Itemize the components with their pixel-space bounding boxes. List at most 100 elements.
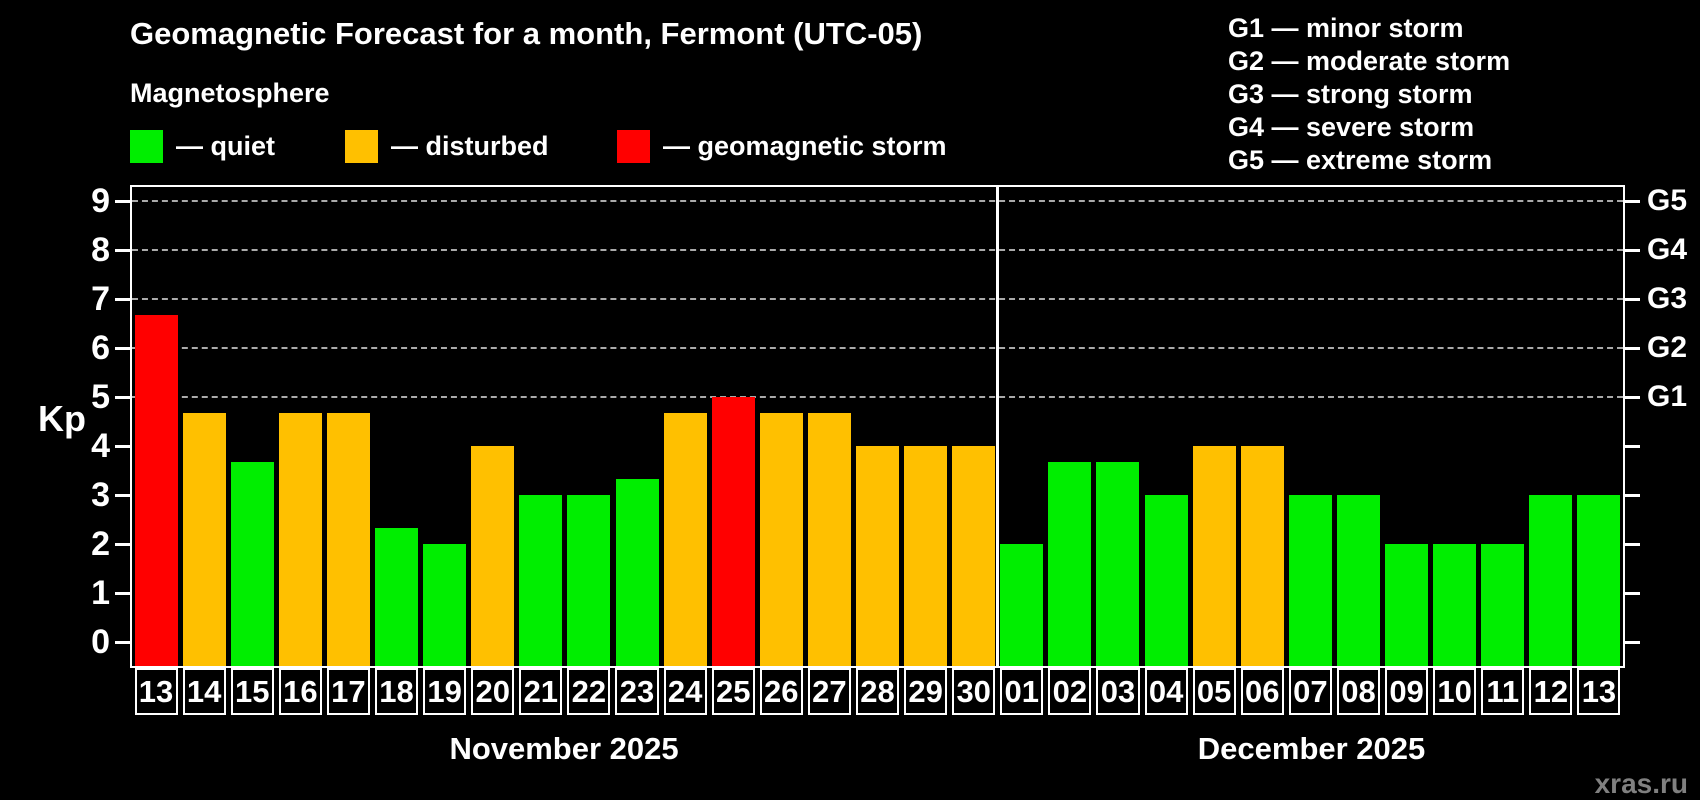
month-label-november: November 2025 bbox=[449, 731, 679, 766]
y-axis-tick-9 bbox=[115, 199, 130, 203]
kp-bar-26 bbox=[759, 413, 803, 666]
kp-bar-13 bbox=[134, 315, 178, 666]
right-axis-tick-3 bbox=[1625, 493, 1640, 497]
gridline-kp8 bbox=[132, 249, 1623, 251]
kp-bar-01 bbox=[1000, 544, 1044, 666]
storm-swatch-icon bbox=[617, 130, 650, 163]
y-axis-tick-3 bbox=[115, 493, 130, 497]
kp-bar-21 bbox=[519, 495, 563, 666]
y-axis-label-3: 3 bbox=[91, 476, 110, 514]
gridline-kp7 bbox=[132, 298, 1623, 300]
right-axis-tick-1 bbox=[1625, 591, 1640, 595]
date-box-dec-10: 10 bbox=[1433, 668, 1477, 715]
y-axis-label-7: 7 bbox=[91, 280, 110, 318]
kp-bar-03 bbox=[1096, 462, 1140, 666]
date-box-nov-17: 17 bbox=[326, 668, 370, 715]
kp-bar-20 bbox=[471, 446, 515, 666]
date-box-dec-05: 05 bbox=[1192, 668, 1236, 715]
month-label-december: December 2025 bbox=[1197, 731, 1426, 766]
y-axis-tick-8 bbox=[115, 248, 130, 252]
date-box-dec-04: 04 bbox=[1144, 668, 1188, 715]
gridline-kp6 bbox=[132, 347, 1623, 349]
gridline-kp9 bbox=[132, 200, 1623, 202]
kp-bar-15 bbox=[230, 462, 274, 666]
date-box-dec-02: 02 bbox=[1048, 668, 1092, 715]
gridline-kp5 bbox=[132, 396, 1623, 398]
right-axis-label-g1: G1 bbox=[1647, 380, 1688, 413]
date-box-dec-12: 12 bbox=[1529, 668, 1573, 715]
watermark: xras.ru bbox=[1594, 768, 1688, 799]
right-axis-tick-8 bbox=[1625, 248, 1640, 252]
right-axis-tick-0 bbox=[1625, 640, 1640, 644]
kp-bar-30 bbox=[952, 446, 996, 666]
chart-plot-area: 0 1 2 3 4 5 6 7 8 9 G1 G2 G3 G4 G5 bbox=[91, 183, 1687, 668]
g5-legend-line: G5 — extreme storm bbox=[1228, 145, 1493, 175]
kp-bar-29 bbox=[904, 446, 948, 666]
kp-bar-11 bbox=[1481, 544, 1525, 666]
date-box-dec-03: 03 bbox=[1096, 668, 1140, 715]
x-axis-date-row: 13 14 15 16 17 18 19 20 21 22 23 24 25 26 27 28 29 30 01 02… bbox=[130, 668, 1625, 718]
date-box-nov-21: 21 bbox=[519, 668, 563, 715]
right-axis-label-g3: G3 bbox=[1647, 282, 1688, 315]
kp-bar-13 bbox=[1577, 495, 1621, 666]
kp-bar-18 bbox=[375, 527, 419, 666]
month-labels-row: November 2025 December 2025 bbox=[130, 726, 1625, 772]
y-axis-label-8: 8 bbox=[91, 231, 110, 269]
date-box-nov-29: 29 bbox=[904, 668, 948, 715]
y-axis-tick-1 bbox=[115, 591, 130, 595]
y-axis-tick-7 bbox=[115, 297, 130, 301]
y-axis-label-4: 4 bbox=[91, 427, 110, 465]
disturbed-swatch-icon bbox=[345, 130, 378, 163]
date-box-dec-08: 08 bbox=[1336, 668, 1380, 715]
y-axis-title: Kp bbox=[38, 398, 86, 439]
date-box-nov-30: 30 bbox=[952, 668, 996, 715]
month-separator-line bbox=[996, 187, 1000, 666]
g4-legend-line: G4 — severe storm bbox=[1228, 112, 1475, 142]
date-box-nov-24: 24 bbox=[663, 668, 707, 715]
kp-bar-16 bbox=[278, 413, 322, 666]
kp-bar-04 bbox=[1144, 495, 1188, 666]
y-axis-label-0: 0 bbox=[91, 623, 110, 661]
kp-bar-27 bbox=[807, 413, 851, 666]
date-box-nov-25: 25 bbox=[711, 668, 755, 715]
date-box-nov-14: 14 bbox=[182, 668, 226, 715]
storm-legend-label: — geomagnetic storm bbox=[663, 131, 947, 161]
kp-bar-24 bbox=[663, 413, 707, 666]
y-axis-label-1: 1 bbox=[91, 574, 110, 612]
magnetosphere-legend: — quiet — disturbed — geomagnetic storm bbox=[0, 128, 1700, 164]
date-box-nov-22: 22 bbox=[567, 668, 611, 715]
kp-bar-10 bbox=[1433, 544, 1477, 666]
right-axis-tick-6 bbox=[1625, 346, 1640, 350]
date-box-nov-20: 20 bbox=[471, 668, 515, 715]
date-box-nov-16: 16 bbox=[278, 668, 322, 715]
right-axis-tick-9 bbox=[1625, 199, 1640, 203]
kp-bar-09 bbox=[1385, 544, 1429, 666]
right-axis-label-g5: G5 bbox=[1647, 184, 1688, 217]
right-axis-tick-2 bbox=[1625, 542, 1640, 546]
date-box-dec-07: 07 bbox=[1288, 668, 1332, 715]
date-box-nov-19: 19 bbox=[423, 668, 467, 715]
kp-bar-28 bbox=[856, 446, 899, 666]
date-box-nov-13: 13 bbox=[134, 668, 178, 715]
date-box-nov-27: 27 bbox=[807, 668, 851, 715]
date-box-dec-06: 06 bbox=[1240, 668, 1284, 715]
page-title: Geomagnetic Forecast for a month, Fermon… bbox=[130, 16, 923, 51]
quiet-legend-label: — quiet bbox=[176, 131, 275, 161]
g3-legend-line: G3 — strong storm bbox=[1228, 79, 1473, 109]
kp-bar-25 bbox=[711, 397, 755, 666]
kp-bar-19 bbox=[423, 544, 467, 666]
right-axis-tick-4 bbox=[1625, 444, 1640, 448]
date-box-dec-13: 13 bbox=[1577, 668, 1621, 715]
y-axis-label-2: 2 bbox=[91, 525, 110, 563]
kp-bar-02 bbox=[1048, 462, 1092, 666]
date-box-dec-11: 11 bbox=[1481, 668, 1525, 715]
g1-legend-line: G1 — minor storm bbox=[1228, 13, 1464, 43]
right-axis-tick-7 bbox=[1625, 297, 1640, 301]
kp-bar-12 bbox=[1529, 495, 1573, 666]
disturbed-legend-label: — disturbed bbox=[391, 131, 549, 161]
y-axis-tick-5 bbox=[115, 395, 130, 399]
date-box-nov-15: 15 bbox=[230, 668, 274, 715]
kp-bar-05 bbox=[1192, 446, 1236, 666]
date-box-nov-26: 26 bbox=[759, 668, 803, 715]
